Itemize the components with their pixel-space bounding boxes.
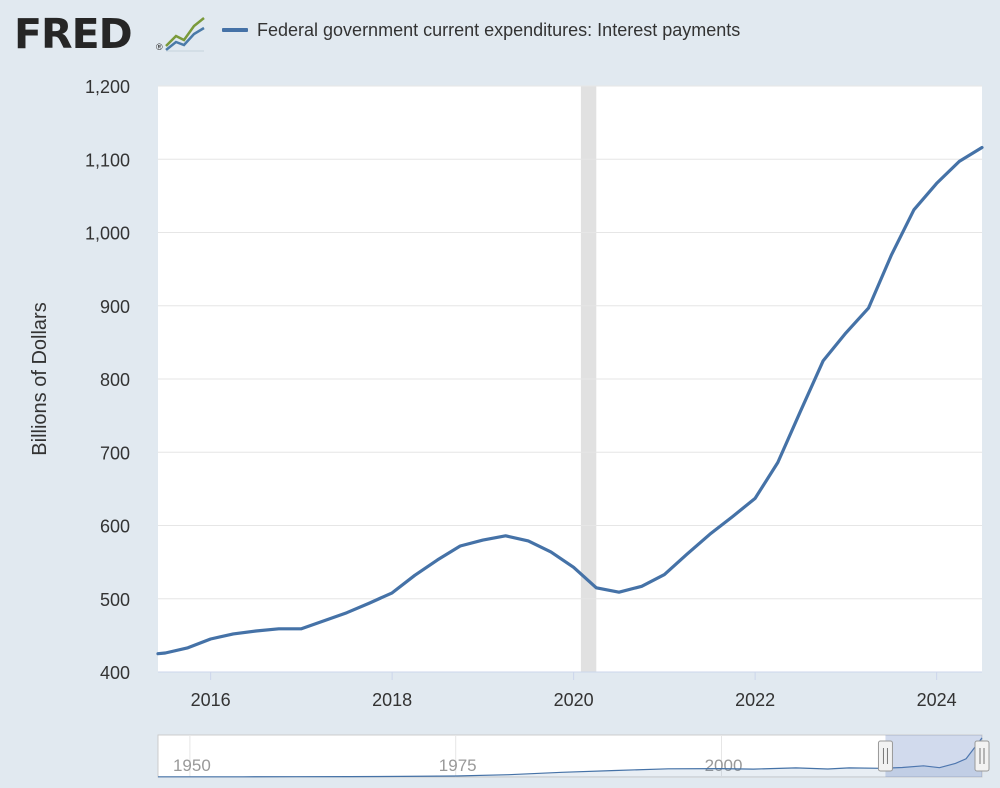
- navigator[interactable]: 1950 1975 2000: [157, 734, 990, 778]
- y-tick-label-1: 500: [100, 590, 130, 610]
- x-tick-label-1: 2018: [372, 690, 412, 710]
- y-tick-label-4: 800: [100, 370, 130, 390]
- registered-mark: ®: [156, 42, 163, 52]
- y-tick-label-3: 700: [100, 443, 130, 463]
- navigator-area: [158, 737, 982, 777]
- y-tick-label-8: 1,200: [85, 77, 130, 97]
- y-tick-label-7: 1,100: [85, 150, 130, 170]
- series-line: [156, 145, 984, 656]
- x-tick-label-0: 2016: [191, 690, 231, 710]
- line-chart-icon: [164, 12, 206, 52]
- chart-legend: Federal government current expenditures:…: [222, 18, 740, 42]
- fred-logo[interactable]: FRED ®: [14, 12, 210, 56]
- navigator-tick-label-1: 1975: [439, 756, 477, 775]
- navigator-handle-left[interactable]: [877, 740, 893, 772]
- fred-logo-text: FRED: [14, 10, 133, 58]
- navigator-handle-right[interactable]: [974, 740, 990, 772]
- x-tick-label-2: 2020: [554, 690, 594, 710]
- navigator-tick-label-2: 2000: [705, 756, 743, 775]
- navigator-handle-grip: [877, 740, 893, 772]
- y-tick-label-6: 1,000: [85, 224, 130, 244]
- navigator-background: [157, 734, 983, 778]
- navigator-selection: [885, 735, 982, 777]
- navigator-tick-label-0: 1950: [173, 756, 211, 775]
- y-tick-label-0: 400: [100, 663, 130, 683]
- legend-series-label: Federal government current expenditures:…: [257, 19, 741, 40]
- legend-series-swatch: [222, 28, 248, 32]
- navigator-series-line: [158, 737, 983, 778]
- y-axis-title: Billions of Dollars: [29, 302, 51, 455]
- y-tick-label-2: 600: [100, 517, 130, 537]
- x-tick-label-3: 2022: [735, 690, 775, 710]
- y-tick-label-5: 900: [100, 297, 130, 317]
- navigator-handle-grip: [974, 740, 990, 772]
- x-tick-label-4: 2024: [917, 690, 957, 710]
